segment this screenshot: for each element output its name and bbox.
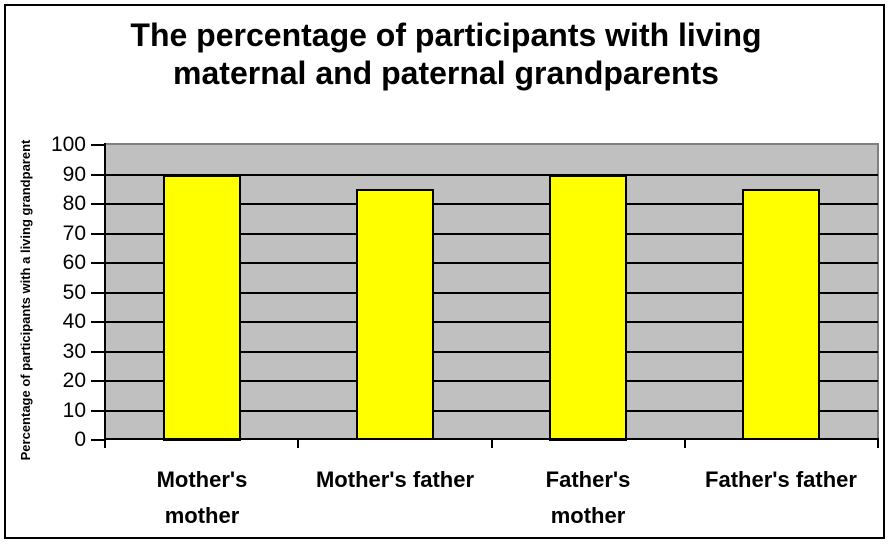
x-tick bbox=[684, 440, 686, 448]
x-category-label-3: Father's mother bbox=[491, 462, 685, 534]
y-tick bbox=[91, 262, 105, 264]
y-tick bbox=[91, 321, 105, 323]
y-tick-label: 60 bbox=[62, 251, 86, 274]
y-tick bbox=[91, 291, 105, 294]
gridline bbox=[105, 262, 878, 264]
gridline bbox=[105, 409, 878, 412]
y-tick bbox=[91, 232, 105, 235]
gridline bbox=[105, 350, 878, 353]
bar-1 bbox=[163, 175, 241, 441]
gridline bbox=[105, 232, 878, 235]
y-tick-label: 70 bbox=[62, 221, 86, 245]
y-tick-label: 40 bbox=[62, 310, 86, 333]
y-tick bbox=[91, 144, 105, 146]
y-tick-label: 50 bbox=[62, 280, 86, 304]
y-tick-label: 0 bbox=[74, 428, 86, 451]
gridline bbox=[105, 203, 878, 205]
x-category-label-line: Father's father bbox=[705, 467, 857, 492]
y-tick bbox=[91, 203, 105, 205]
y-tick-label: 20 bbox=[62, 369, 86, 392]
y-tick-label: 100 bbox=[50, 133, 86, 156]
y-tick-label: 30 bbox=[62, 339, 86, 363]
x-category-label-line: mother bbox=[164, 503, 240, 528]
bar-4 bbox=[742, 189, 820, 440]
x-category-label-line: mother bbox=[550, 503, 626, 528]
y-tick-label: 90 bbox=[62, 162, 86, 186]
x-tick bbox=[491, 440, 493, 448]
gridline bbox=[105, 173, 878, 176]
x-category-label-line: Mother's bbox=[156, 467, 248, 492]
chart-title-line-1: The percentage of participants with livi… bbox=[130, 17, 762, 53]
gridline bbox=[105, 321, 878, 323]
y-axis-line bbox=[104, 143, 106, 442]
x-tick bbox=[297, 440, 299, 448]
x-category-label-2: Mother's father bbox=[298, 462, 492, 498]
x-category-label-line: Father's bbox=[545, 467, 631, 492]
x-category-label-line: Mother's father bbox=[315, 467, 475, 492]
y-tick-label: 10 bbox=[62, 398, 86, 422]
chart-title: The percentage of participants with livi… bbox=[0, 16, 892, 92]
gridline bbox=[105, 380, 878, 382]
y-tick bbox=[91, 409, 105, 412]
bar-3 bbox=[549, 175, 627, 441]
x-axis-line bbox=[104, 438, 879, 440]
y-tick-label: 80 bbox=[62, 192, 86, 215]
y-tick bbox=[91, 350, 105, 353]
x-tick bbox=[104, 440, 106, 448]
gridline bbox=[105, 291, 878, 294]
y-tick bbox=[91, 173, 105, 176]
chart-title-line-2: maternal and paternal grandparents bbox=[173, 55, 719, 91]
y-tick bbox=[91, 380, 105, 382]
x-tick bbox=[877, 440, 879, 448]
y-tick bbox=[91, 439, 105, 441]
bar-2 bbox=[356, 189, 434, 440]
x-category-label-1: Mother's mother bbox=[105, 462, 299, 534]
x-category-label-4: Father's father bbox=[684, 462, 878, 498]
